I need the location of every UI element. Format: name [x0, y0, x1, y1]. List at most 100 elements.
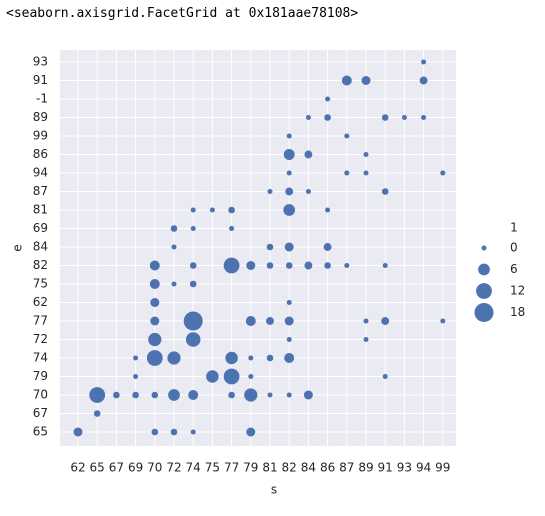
point [305, 189, 311, 194]
point [363, 337, 369, 342]
y-tick-label: 87 [33, 184, 48, 198]
point [401, 115, 407, 120]
point [381, 188, 389, 195]
point [419, 76, 428, 85]
point [170, 428, 178, 436]
point [363, 152, 369, 157]
x-tick-label: 77 [224, 461, 239, 475]
point [325, 207, 331, 213]
y-tick-label: 75 [33, 277, 48, 291]
point [266, 243, 274, 251]
point [344, 263, 350, 268]
point [113, 391, 120, 399]
point [171, 244, 177, 250]
point [167, 351, 181, 365]
point [170, 225, 178, 232]
x-tick-label: 84 [301, 461, 316, 475]
point [304, 150, 313, 159]
point [363, 318, 369, 324]
x-tick-label: 94 [416, 461, 431, 475]
point [284, 242, 294, 252]
output-text: <seaborn.axisgrid.FacetGrid at 0x181aae7… [6, 6, 359, 21]
y-tick-label: 67 [33, 406, 48, 420]
point [206, 370, 219, 383]
point [421, 115, 427, 120]
legend-label: 12 [510, 284, 525, 298]
point [286, 133, 292, 139]
point [146, 350, 163, 366]
point [266, 354, 274, 362]
y-tick-label: 62 [33, 295, 48, 309]
point [382, 263, 388, 268]
point [149, 279, 160, 289]
point [440, 170, 446, 176]
point [133, 355, 139, 361]
point [150, 297, 160, 308]
point [324, 262, 331, 269]
point [132, 391, 139, 399]
x-tick-label: 62 [70, 461, 85, 475]
x-tick-label: 79 [243, 461, 258, 475]
point [341, 75, 352, 86]
y-tick-label: 94 [33, 166, 48, 180]
y-tick-label: 81 [33, 203, 48, 217]
point [190, 226, 196, 231]
point [93, 410, 101, 417]
point [223, 257, 240, 274]
x-tick-label: 93 [397, 461, 412, 475]
point [246, 427, 256, 437]
point [323, 243, 332, 251]
point [421, 59, 427, 65]
x-tick-label: 86 [320, 461, 335, 475]
point [283, 204, 296, 216]
legend-marker [476, 283, 492, 299]
point [228, 206, 235, 214]
x-tick-label: 87 [339, 461, 354, 475]
y-tick-label: 70 [33, 388, 48, 402]
legend-label: 18 [510, 305, 525, 319]
x-tick-label: 99 [435, 461, 450, 475]
y-tick-label: 65 [33, 425, 48, 439]
point [266, 317, 274, 325]
point [284, 353, 295, 363]
point [248, 374, 254, 379]
point [190, 429, 196, 435]
point [344, 170, 350, 176]
y-tick-label: 82 [33, 258, 48, 272]
point [283, 149, 295, 160]
point [303, 390, 313, 400]
point [286, 392, 292, 398]
x-axis-label: s [271, 483, 277, 497]
point [149, 260, 160, 271]
y-axis-label: e [11, 244, 25, 251]
point [245, 316, 256, 326]
point [223, 368, 240, 385]
point [189, 280, 197, 288]
point [171, 281, 177, 287]
point [285, 262, 293, 269]
point [325, 96, 331, 102]
legend-marker [478, 263, 490, 276]
point [228, 391, 235, 399]
point [150, 316, 160, 326]
y-tick-label: 93 [33, 55, 48, 69]
x-tick-label: 82 [282, 461, 297, 475]
legend-marker [481, 245, 487, 251]
point [305, 115, 311, 120]
point [286, 170, 292, 176]
point [361, 75, 371, 86]
point [285, 187, 294, 196]
x-tick-label: 75 [205, 461, 220, 475]
point [185, 332, 201, 347]
y-tick-label: 99 [33, 129, 48, 143]
legend-title: 1 [510, 221, 518, 235]
point [225, 351, 238, 365]
point [246, 260, 256, 271]
point [229, 226, 235, 231]
point [188, 390, 199, 400]
point [284, 316, 294, 326]
legend-label: 0 [510, 241, 518, 255]
point [183, 311, 203, 331]
point [151, 428, 159, 436]
